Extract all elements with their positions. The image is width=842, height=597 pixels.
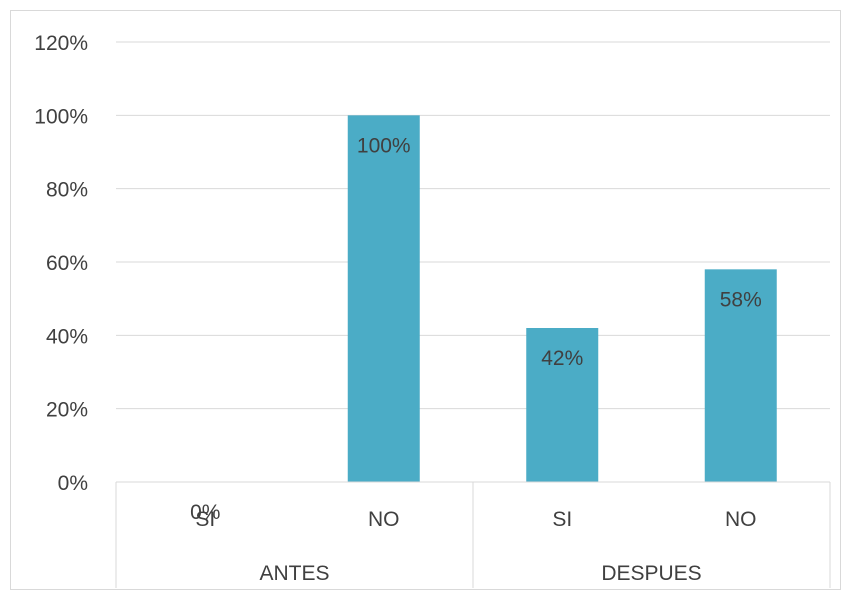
y-tick-label: 60%: [46, 252, 88, 275]
bar: [526, 328, 599, 482]
bar: [347, 115, 420, 482]
gridlines: 0% 20% 40% 60% 80% 100% 120%: [34, 32, 830, 495]
y-tick-label: 80%: [46, 179, 88, 202]
x-tick-label: NO: [725, 508, 757, 531]
y-tick-label: 40%: [46, 325, 88, 348]
y-tick-label: 120%: [34, 32, 88, 55]
y-tick-label: 20%: [46, 399, 88, 422]
y-tick-label: 100%: [34, 105, 88, 128]
x-tick-label: SI: [195, 508, 215, 531]
data-label: 42%: [541, 347, 583, 370]
bars: [347, 115, 777, 482]
data-label: 100%: [357, 134, 411, 157]
group-label: DESPUES: [601, 562, 701, 585]
y-tick-label: 0%: [58, 472, 88, 495]
category-axis: SI NO SI NO ANTES DESPUES: [115, 481, 831, 588]
x-tick-label: SI: [552, 508, 572, 531]
group-label: ANTES: [259, 562, 329, 585]
data-label: 58%: [720, 288, 762, 311]
data-labels: 0% 100% 42% 58%: [190, 134, 762, 524]
chart-frame: [10, 10, 841, 590]
x-tick-label: NO: [368, 508, 400, 531]
bar: [704, 269, 777, 482]
data-label: 0%: [190, 501, 220, 524]
